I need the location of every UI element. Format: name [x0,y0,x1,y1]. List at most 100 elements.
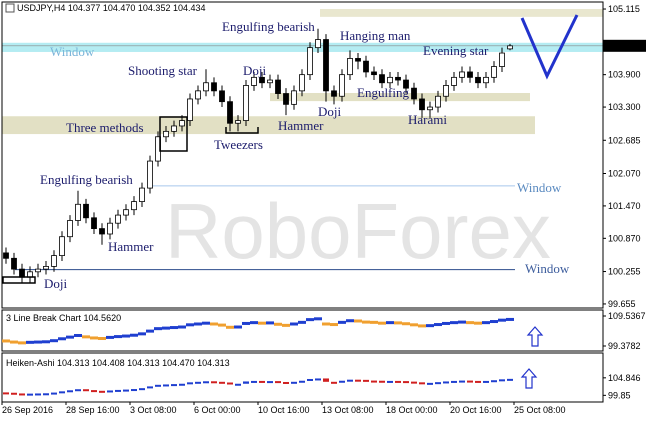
heiken-ashi-bar [339,380,345,383]
heiken-ashi-bar [235,383,241,386]
heiken-ashi-bar [419,382,425,385]
y-tick-label: 99.85 [608,390,631,400]
up-arrow [526,326,544,347]
candle-body [371,71,377,76]
x-tick-label: 10 Oct 16:00 [258,405,310,415]
heiken-ashi-bar [99,390,105,393]
heiken-ashi-bar [323,378,329,382]
line-break-brick [2,339,10,343]
heiken-ashi-bar [403,381,409,384]
annotation: Hanging man [340,28,411,43]
candle-body [83,203,89,219]
candle-body [499,52,505,67]
candle-body [467,71,473,78]
heiken-ashi-bar [75,389,81,392]
annotation: Hammer [108,239,154,254]
line-break-brick [66,335,74,339]
heiken-ashi-bar [443,381,449,384]
heiken-ashi-bar [283,381,289,384]
line-break-brick [378,321,386,325]
y-tick-label: 101.470 [608,201,641,211]
up-arrow [520,368,538,389]
candle-body [315,39,321,49]
candle-body [491,66,497,78]
candle-body [19,268,25,278]
line-break-brick [386,321,394,325]
heiken-ashi-bar [67,390,73,393]
candle-body [131,201,137,211]
heiken-ashi-bar [387,380,393,383]
heiken-ashi-bar [331,381,337,384]
zone [320,9,603,17]
heiken-ashi-bar [227,382,233,385]
candle-body [59,236,65,257]
line-break-brick [250,321,258,325]
line-break-brick [370,320,378,324]
line-break-brick [450,321,458,325]
line-break-brick [50,339,58,343]
candle-body [299,74,305,92]
annotation: Doji [44,276,68,291]
candle-body [243,85,249,121]
doji-box [2,276,36,284]
zone [2,42,603,52]
heiken-ashi-bar [475,380,481,383]
heiken-ashi-bar [139,388,145,391]
chart-header: USDJPY,H4 104.377 104.470 104.352 104.43… [17,3,206,13]
x-tick-label: 26 Sep 2016 [2,405,53,415]
line-break-brick [218,323,226,327]
line-break-brick [322,322,330,326]
heiken-ashi-bar [187,382,193,385]
heiken-ashi-bar [179,383,185,386]
x-tick-label: 13 Oct 08:00 [322,405,374,415]
line-break-brick [282,323,290,327]
heiken-ashi-bar [51,392,57,395]
candle-body [475,76,481,84]
candle-body [179,120,185,127]
candle-body [339,74,345,97]
annotation: Shooting star [128,63,198,78]
x-tick-label: 28 Sep 16:00 [66,405,120,415]
line-break-brick [26,340,34,344]
line-break-brick [274,322,282,326]
heiken-ashi-bar [131,389,137,392]
annotation: Hammer [278,118,324,133]
line-break-brick [434,323,442,327]
line-break-brick [122,334,130,338]
line-break-brick [58,337,66,341]
line-break-brick [394,321,402,325]
heiken-ashi-bar [83,389,89,392]
line-break-brick [106,335,114,339]
candle-body [379,74,385,84]
candle-body [11,257,17,270]
line-break-brick [330,323,338,327]
candle-body [75,203,81,221]
candle-body [387,76,393,84]
candle-body [99,228,105,235]
line-break-brick [258,321,266,325]
line-break-brick [458,320,466,324]
heiken-ashi-bar [507,378,513,381]
line-break-brick [234,325,242,329]
heiken-ashi-bar [115,389,121,392]
candle-body [251,76,257,86]
candle-body [403,79,409,89]
heiken-ashi-bar [371,380,377,383]
candle-body [115,214,121,224]
panel-frame [1,309,604,352]
heiken-ashi-bar [491,380,497,383]
candle-body [435,95,441,108]
line-break-brick [18,341,26,345]
line-break-brick [74,333,82,337]
heiken-ashi-bar [363,379,369,382]
line-break-brick [418,324,426,328]
annotation: Harami [408,112,447,127]
heiken-ashi-bar [299,380,305,383]
line-break-brick [306,318,314,322]
candle-body [291,90,297,105]
y-tick-label: 105.115 [608,4,640,14]
candle-body [195,90,201,100]
candle-body [107,222,113,235]
heiken-ashi-bar [411,381,417,384]
